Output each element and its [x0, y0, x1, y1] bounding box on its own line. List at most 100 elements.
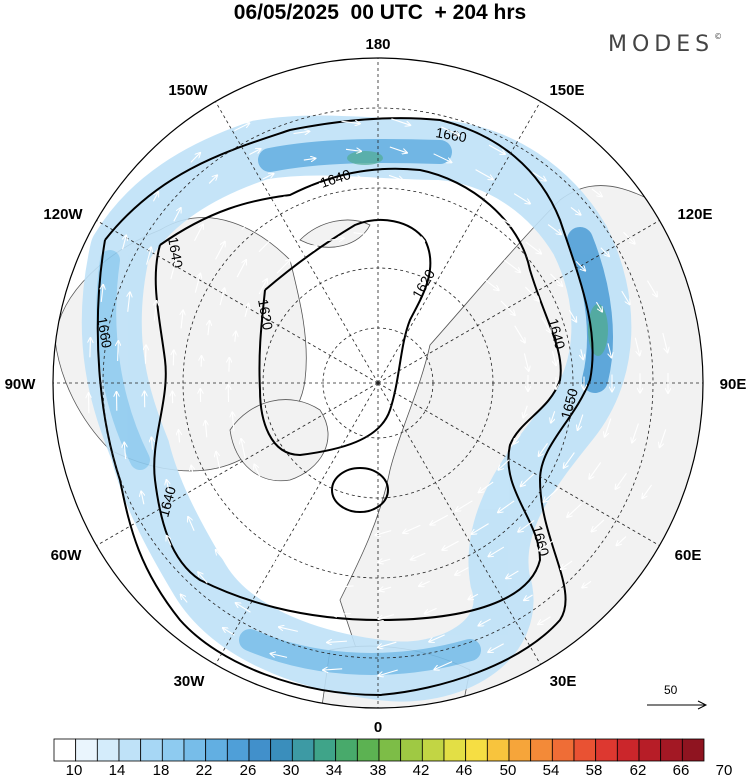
wind-vector-arrow — [616, 536, 627, 546]
wind-vector-arrow — [451, 219, 466, 228]
colorbar-swatch — [443, 738, 467, 762]
wind-vector-arrow — [288, 601, 308, 606]
wind-vector-arrow — [276, 260, 290, 274]
wind-vector-arrow — [660, 429, 667, 447]
wind-vector-arrow — [101, 285, 103, 303]
wind-vector-arrow — [271, 654, 288, 658]
wind-vector-arrow — [378, 614, 395, 620]
contour-label: 1650 — [557, 386, 581, 420]
wind-vector-arrow — [498, 459, 510, 470]
wind-vector-arrow — [455, 567, 469, 575]
wind-vector-arrow — [498, 500, 515, 512]
wind-vector-arrow — [623, 231, 635, 243]
wind-vector-arrow — [430, 514, 449, 525]
wind-vector-arrow — [378, 559, 391, 562]
colorbar-swatch — [356, 738, 380, 762]
wind-vector-arrow — [273, 197, 289, 206]
contour-label: 1660 — [434, 124, 468, 145]
wind-vector-arrow — [245, 304, 248, 318]
colorbar-swatch — [638, 738, 662, 762]
wind-vector-arrow — [224, 196, 236, 208]
colorbar-swatch — [270, 738, 293, 762]
wind-vector-arrow — [166, 480, 168, 492]
colorbar-swatch — [140, 738, 163, 762]
wind-vector-arrow — [538, 616, 551, 625]
wind-vector-arrow — [462, 194, 480, 204]
wind-vector-arrow — [570, 207, 581, 214]
wind-vector-arrow — [456, 500, 473, 511]
wind-vector-arrow — [181, 310, 183, 329]
longitude-label-120e: 120E — [677, 206, 712, 223]
colorbar-swatch — [681, 738, 705, 762]
wind-vector-arrow — [561, 560, 573, 569]
contour-1640 — [153, 167, 562, 622]
colorbar-label: 70 — [715, 762, 733, 779]
colorbar-swatch — [508, 738, 532, 762]
wind-vector-arrow — [426, 180, 443, 189]
latitude-circle-50 — [102, 107, 654, 659]
jet-max-north — [347, 151, 383, 165]
jet-band-core — [258, 138, 452, 172]
wind-vector-arrow — [208, 321, 210, 336]
wind-vector-arrow — [483, 278, 499, 290]
wind-vector-arrow — [581, 349, 583, 359]
colorbar-label: 14 — [108, 762, 126, 779]
wind-vector-arrow — [210, 499, 218, 516]
longitude-label-60e: 60E — [675, 547, 702, 564]
wind-vector-arrow — [205, 421, 206, 438]
wind-vector-arrow — [532, 171, 546, 180]
wind-vector-arrow — [488, 144, 505, 154]
colorbar-label: 66 — [672, 762, 690, 779]
wind-vector-arrow — [411, 552, 426, 559]
colorbar-swatch — [75, 738, 98, 762]
colorbar-swatch — [660, 738, 683, 762]
wind-vector-arrow — [236, 603, 251, 613]
wind-vector-arrow — [525, 241, 541, 253]
wind-vector-arrow — [420, 208, 433, 215]
wind-vector-arrow — [279, 531, 295, 541]
wind-vector-arrow — [425, 607, 437, 613]
longitude-label-90e: 90E — [720, 376, 747, 393]
wind-vector-arrow — [322, 523, 332, 525]
wind-vector-arrow — [523, 405, 528, 418]
wind-vector-arrow — [514, 325, 525, 343]
wind-vector-arrow — [345, 149, 361, 151]
wind-vector-arrow — [578, 414, 584, 430]
colorbar-swatch — [248, 738, 272, 762]
longitude-label-0: 0 — [374, 719, 382, 736]
wind-vector-arrow — [504, 259, 520, 272]
contour-label: 1640 — [545, 317, 569, 351]
wind-vector-arrow — [615, 473, 627, 489]
wind-vector-arrow — [488, 643, 504, 652]
wind-vector-arrow — [234, 123, 249, 132]
longitude-label-60w: 60W — [51, 547, 83, 564]
wind-vector-arrow — [298, 246, 317, 256]
wind-vector-arrow — [592, 519, 605, 532]
wind-vector-arrow — [352, 205, 367, 207]
wind-vector-arrow — [375, 530, 392, 536]
wind-vector-arrow — [208, 175, 217, 184]
contour-label: 1660 — [529, 524, 553, 558]
wind-vector-arrow — [216, 452, 221, 471]
wind-vector-arrow — [468, 593, 479, 599]
contour-label: 1640 — [155, 484, 179, 518]
wind-vector-arrow — [646, 280, 657, 297]
wind-vector-arrow — [146, 247, 152, 265]
colorbar-label: 22 — [195, 762, 213, 779]
wind-vector-arrow — [215, 242, 225, 260]
wind-vector-arrow — [513, 193, 530, 204]
wind-vector-arrow — [219, 288, 224, 306]
wind-vector-arrow — [118, 341, 119, 362]
wind-vector-arrow — [518, 519, 535, 531]
wind-vector-arrow — [539, 442, 548, 456]
longitude-label-150e: 150E — [549, 82, 584, 99]
longitude-label-120w: 120W — [43, 206, 83, 223]
wind-vector-arrow — [475, 169, 493, 180]
meridian-lines — [53, 58, 703, 708]
wind-vector-arrow — [194, 224, 202, 241]
wind-vector-arrow — [567, 503, 582, 517]
colorbar — [53, 738, 705, 762]
longitude-label-150w: 150W — [168, 82, 208, 99]
wind-vector-arrow — [249, 578, 267, 590]
colorbar-label: 10 — [65, 762, 83, 779]
